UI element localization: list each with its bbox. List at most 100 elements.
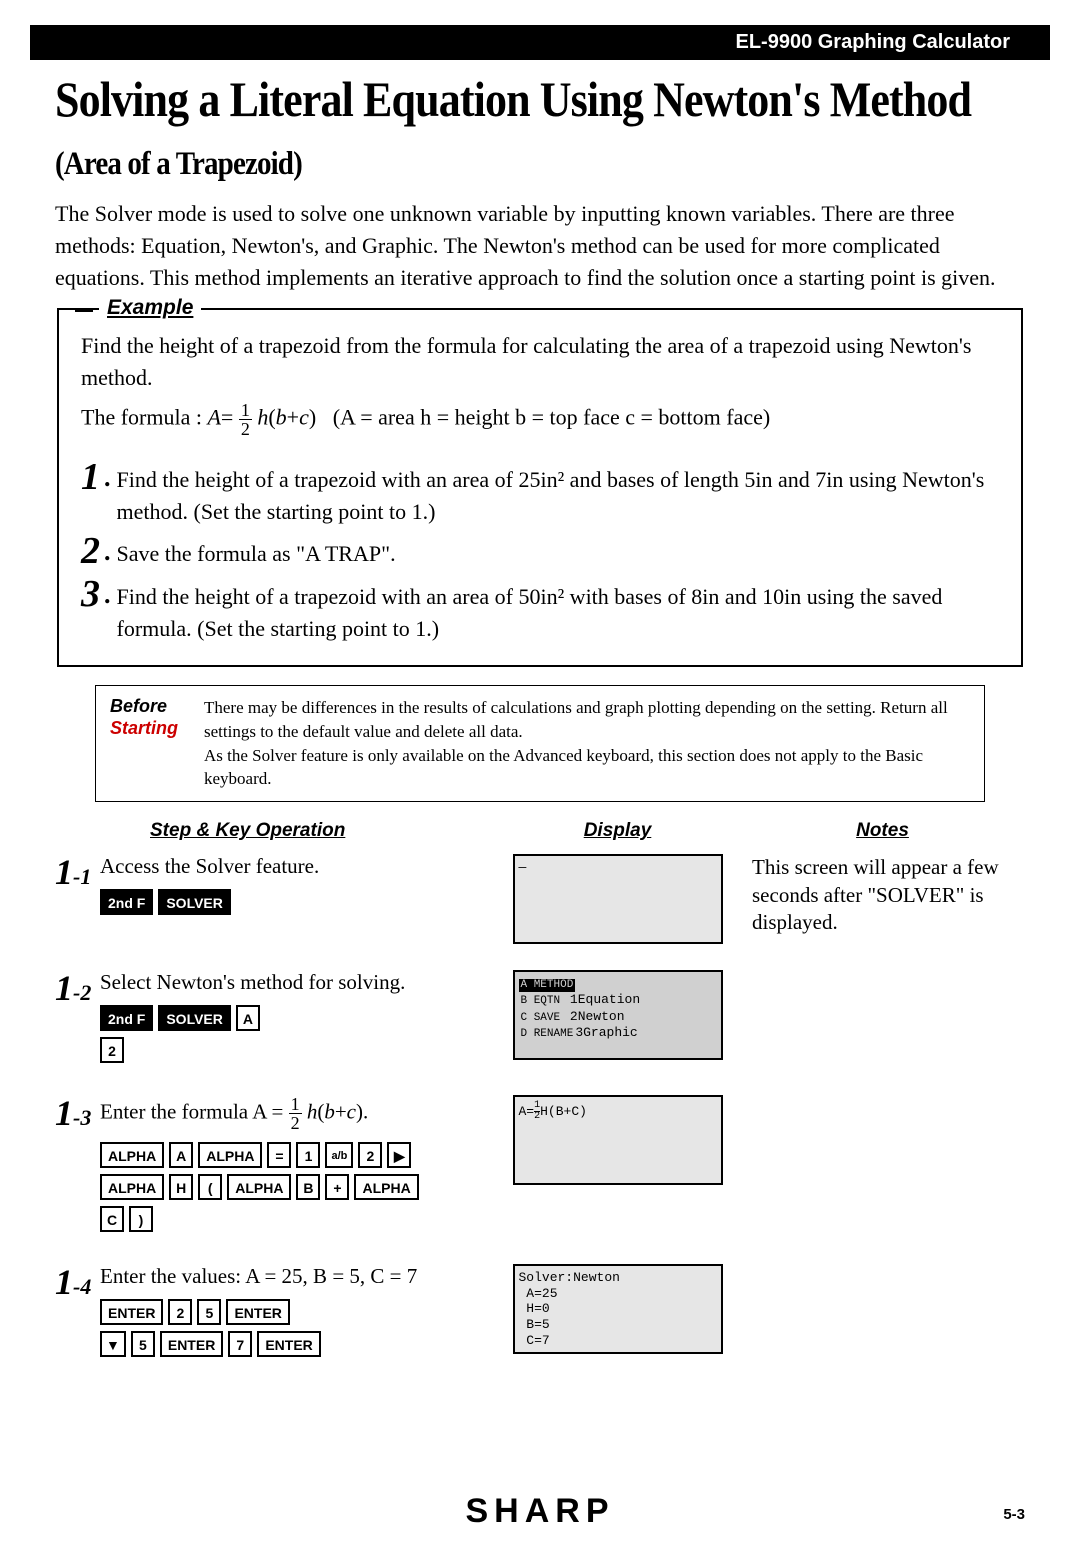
before-starting-box: Before Starting There may be differences… xyxy=(95,685,985,802)
task-text: Find the height of a trapezoid with an a… xyxy=(117,458,1000,528)
task-text: Save the formula as "A TRAP". xyxy=(117,532,396,571)
calculator-key: ENTER xyxy=(100,1299,163,1325)
starting-word: Starting xyxy=(110,718,178,738)
lcd-screen: A=12H(B+C) xyxy=(513,1095,723,1185)
calculator-key: SOLVER xyxy=(158,889,231,915)
formula-line: The formula : A= 12 h(b+c) (A = area h =… xyxy=(81,401,999,438)
key-row: 2 xyxy=(100,1037,495,1063)
task-item: 1. Find the height of a trapezoid with a… xyxy=(81,458,999,528)
step-description: Access the Solver feature. xyxy=(100,854,495,879)
calculator-key: C xyxy=(100,1206,124,1232)
intro-paragraph: The Solver mode is used to solve one unk… xyxy=(55,198,1025,294)
before-label: Before Starting xyxy=(110,696,190,791)
calculator-key: ALPHA xyxy=(354,1174,418,1200)
example-label: Example xyxy=(99,296,201,320)
title-sub: (Area of a Trapezoid) xyxy=(55,146,302,182)
calculator-key: 7 xyxy=(228,1331,252,1357)
calculator-key: ▼ xyxy=(100,1331,126,1357)
step-row: 1-3Enter the formula A = 12 h(b+c).ALPHA… xyxy=(55,1095,1025,1238)
page-number: 5-3 xyxy=(1003,1506,1025,1523)
calculator-key: ▶ xyxy=(387,1142,411,1168)
calculator-key: A xyxy=(236,1005,260,1031)
calculator-key: ( xyxy=(198,1174,222,1200)
task-num: 2 xyxy=(81,532,100,571)
calculator-key: + xyxy=(325,1174,349,1200)
before-text: There may be differences in the results … xyxy=(204,696,970,791)
step-display: A METHODB EQTN 1EquationC SAVE 2NewtonD … xyxy=(495,970,740,1069)
calculator-key: 5 xyxy=(197,1299,221,1325)
calculator-key: ALPHA xyxy=(100,1142,164,1168)
formula-expr: A xyxy=(207,405,220,430)
calculator-key: ALPHA xyxy=(227,1174,291,1200)
before-word: Before xyxy=(110,696,167,716)
step-number: 1-4 xyxy=(55,1264,100,1363)
step-number: 1-2 xyxy=(55,970,100,1069)
step-notes xyxy=(740,1095,1025,1238)
title-main: Solving a Literal Equation Using Newton'… xyxy=(55,71,971,127)
lcd-screen: A METHODB EQTN 1EquationC SAVE 2NewtonD … xyxy=(513,970,723,1060)
key-row: 2nd FSOLVERA xyxy=(100,1005,495,1031)
step-notes: This screen will appear a few seconds af… xyxy=(740,854,1025,944)
calculator-key: ENTER xyxy=(257,1331,320,1357)
calculator-key: 2 xyxy=(100,1037,124,1063)
task-item: 3. Find the height of a trapezoid with a… xyxy=(81,575,999,645)
calculator-key: 2nd F xyxy=(100,1005,153,1031)
task-item: 2. Save the formula as "A TRAP". xyxy=(81,532,999,571)
calculator-key: 5 xyxy=(131,1331,155,1357)
header-bar: EL-9900 Graphing Calculator xyxy=(30,25,1050,60)
step-display: Solver:Newton A=25 H=0 B=5 C=7 xyxy=(495,1264,740,1363)
calculator-key: ALPHA xyxy=(198,1142,262,1168)
page-title: Solving a Literal Equation Using Newton'… xyxy=(55,70,1020,186)
example-lead: Find the height of a trapezoid from the … xyxy=(81,330,999,394)
column-headers: Step & Key Operation Display Notes xyxy=(55,820,1025,842)
page-content: Solving a Literal Equation Using Newton'… xyxy=(0,60,1080,1363)
step-operation: Enter the formula A = 12 h(b+c).ALPHAAAL… xyxy=(100,1095,495,1238)
calculator-key: ENTER xyxy=(160,1331,223,1357)
step-row: 1-1Access the Solver feature. 2nd FSOLVER… xyxy=(55,854,1025,944)
calculator-key: 2 xyxy=(358,1142,382,1168)
task-num: 3 xyxy=(81,575,100,645)
step-display: A=12H(B+C) xyxy=(495,1095,740,1238)
calculator-key: = xyxy=(267,1142,291,1168)
calculator-key: B xyxy=(296,1174,320,1200)
fraction-half: 12 xyxy=(239,401,252,438)
calculator-key: ALPHA xyxy=(100,1174,164,1200)
key-row: C) xyxy=(100,1206,495,1232)
formula-prefix: The formula : xyxy=(81,405,207,430)
step-number: 1-1 xyxy=(55,854,100,944)
header-display: Display xyxy=(495,820,740,842)
step-row: 1-4Enter the values: A = 25, B = 5, C = … xyxy=(55,1264,1025,1363)
lcd-screen: Solver:Newton A=25 H=0 B=5 C=7 xyxy=(513,1264,723,1354)
key-row: ALPHAAALPHA=1a/b2▶ xyxy=(100,1142,495,1168)
key-row: ▼5ENTER7ENTER xyxy=(100,1331,495,1357)
calculator-key: 2nd F xyxy=(100,889,153,915)
steps-container: 1-1Access the Solver feature.2nd FSOLVER… xyxy=(55,854,1025,1363)
step-display: — xyxy=(495,854,740,944)
calculator-key: H xyxy=(169,1174,193,1200)
step-operation: Select Newton's method for solving. 2nd F… xyxy=(100,970,495,1069)
calculator-key: SOLVER xyxy=(158,1005,231,1031)
key-row: ALPHAH(ALPHAB+ALPHA xyxy=(100,1174,495,1200)
task-list: 1. Find the height of a trapezoid with a… xyxy=(81,458,999,645)
step-description: Enter the values: A = 25, B = 5, C = 7 xyxy=(100,1264,495,1289)
step-description: Enter the formula A = 12 h(b+c). xyxy=(100,1095,495,1132)
header-notes: Notes xyxy=(740,820,1025,842)
step-notes xyxy=(740,1264,1025,1363)
calculator-key: A xyxy=(169,1142,193,1168)
step-operation: Enter the values: A = 25, B = 5, C = 7 EN… xyxy=(100,1264,495,1363)
key-row: ENTER25ENTER xyxy=(100,1299,495,1325)
formula-h: h xyxy=(257,405,268,430)
calculator-key: 1 xyxy=(296,1142,320,1168)
task-num: 1 xyxy=(81,458,100,528)
step-operation: Access the Solver feature. 2nd FSOLVER xyxy=(100,854,495,944)
product-name: EL-9900 Graphing Calculator xyxy=(735,31,1010,53)
step-notes xyxy=(740,970,1025,1069)
lcd-screen: — xyxy=(513,854,723,944)
step-description: Select Newton's method for solving. xyxy=(100,970,495,995)
key-row: 2nd FSOLVER xyxy=(100,889,495,915)
header-step: Step & Key Operation xyxy=(150,820,495,842)
calculator-key: ) xyxy=(129,1206,153,1232)
formula-defs: (A = area h = height b = top face c = bo… xyxy=(333,405,771,430)
footer-brand: SHARP xyxy=(0,1492,1080,1531)
task-text: Find the height of a trapezoid with an a… xyxy=(117,575,1000,645)
